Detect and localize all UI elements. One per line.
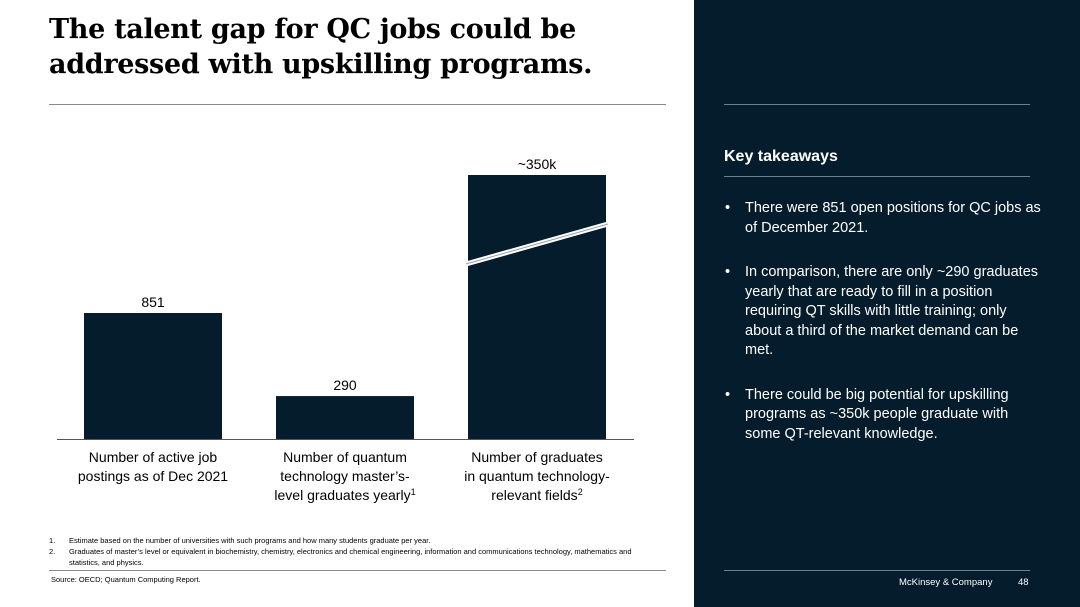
footnote-2: 2. Graduates of master’s level or equiva… xyxy=(49,546,649,568)
bullet-icon: • xyxy=(725,264,731,280)
footnote-marker: 1 xyxy=(411,487,416,497)
page-number: 48 xyxy=(1018,577,1029,588)
sidebar-footer-divider xyxy=(724,570,1030,571)
footnote-marker: 2 xyxy=(578,487,583,497)
source-note: Source: OECD; Quantum Computing Report. xyxy=(51,575,201,584)
footnote-text: Graduates of master’s level or equivalen… xyxy=(69,547,632,567)
takeaways-panel: Key takeaways • There were 851 open posit… xyxy=(694,0,1080,607)
bar xyxy=(276,396,414,439)
footnote-1: 1. Estimate based on the number of unive… xyxy=(49,535,649,546)
source-divider xyxy=(49,570,666,571)
bar xyxy=(84,313,222,439)
footnote-number: 2. xyxy=(49,547,56,556)
takeaways-list: • There were 851 open positions for QC jo… xyxy=(724,199,1044,469)
category-label: in quantum technology- xyxy=(464,468,610,484)
main-panel: The talent gap for QC jobs could be addr… xyxy=(49,14,666,584)
takeaway-text: There were 851 open positions for QC job… xyxy=(745,200,1041,236)
takeaway-text: There could be big potential for upskill… xyxy=(745,386,1009,442)
data-label: 290 xyxy=(333,377,357,393)
key-takeaways-heading: Key takeaways xyxy=(724,148,838,165)
bar xyxy=(468,175,606,439)
category-label: technology master’s- xyxy=(280,468,410,484)
page-title: The talent gap for QC jobs could be addr… xyxy=(49,14,593,80)
footnote-number: 1. xyxy=(49,536,56,545)
list-item: • In comparison, there are only ~290 grad… xyxy=(724,263,1044,361)
data-label: ~350k xyxy=(518,156,558,172)
bar-chart: 851 290 ~350k Number of active job postings … xyxy=(57,156,634,503)
category-label: Number of graduates xyxy=(471,449,603,465)
data-label: 851 xyxy=(141,294,165,310)
category-label: level graduates yearly1 xyxy=(274,487,415,503)
footnote-text: Estimate based on the number of universi… xyxy=(69,536,431,545)
list-item: • There were 851 open positions for QC jo… xyxy=(724,199,1044,238)
list-item: • There could be big potential for upskil… xyxy=(724,386,1044,445)
category-label: Number of quantum xyxy=(283,449,407,465)
bullet-icon: • xyxy=(725,386,731,403)
category-label: postings as of Dec 2021 xyxy=(78,468,228,484)
axis-break-mark xyxy=(465,223,609,265)
bullet-icon: • xyxy=(725,200,731,216)
sidebar-top-divider xyxy=(724,104,1030,105)
sidebar-heading-divider xyxy=(724,176,1030,177)
takeaway-text: In comparison, there are only ~290 gradu… xyxy=(745,264,1039,358)
category-label: Number of active job xyxy=(89,449,218,465)
title-divider xyxy=(49,104,666,105)
category-label: relevant fields2 xyxy=(491,487,582,503)
brand-name: McKinsey & Company xyxy=(899,577,993,588)
